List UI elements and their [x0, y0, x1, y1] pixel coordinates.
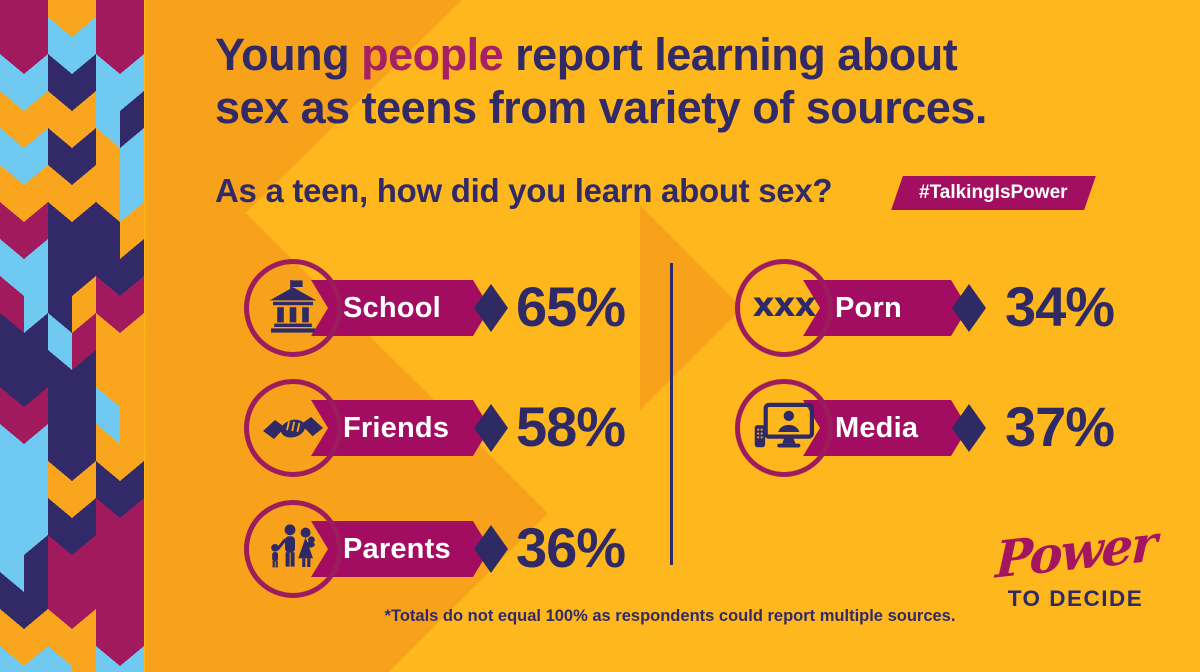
parents-circle [244, 500, 342, 598]
title-line-2: sex as teens from variety of sources. [215, 82, 987, 133]
porn-label: Porn [835, 291, 902, 324]
logo-power-script: Power [994, 513, 1157, 590]
logo-to-decide: TO DECIDE [1007, 586, 1144, 611]
school-percent: 65% [516, 275, 626, 338]
media-label: Media [835, 411, 919, 444]
porn-circle: xxx [735, 259, 833, 357]
page-title: Young people report learning about sex a… [215, 28, 1115, 134]
diamond-pointer-icon [474, 284, 508, 332]
parents-percent: 36% [516, 516, 626, 579]
family-icon [271, 524, 315, 568]
hashtag-badge-label: #TalkingIsPower [919, 182, 1068, 203]
title-highlight: people [361, 29, 504, 80]
footnote: *Totals do not equal 100% as respondents… [384, 607, 956, 625]
parents-banner: Parents [311, 521, 490, 577]
friends-label: Friends [343, 411, 450, 444]
handshake-icon [263, 417, 323, 439]
media-percent: 37% [1005, 395, 1115, 458]
diamond-pointer-icon [952, 284, 986, 332]
school-building-icon [269, 280, 317, 333]
stat-row-porn: Porn xxx 34% [735, 259, 1165, 357]
column-divider [670, 263, 673, 565]
hashtag-badge: #TalkingIsPower [891, 176, 1096, 210]
media-banner: Media [803, 400, 968, 456]
survey-question: As a teen, how did you learn about sex? [215, 172, 833, 209]
power-to-decide-logo: Power TO DECIDE [978, 513, 1173, 612]
diamond-pointer-icon [474, 525, 508, 573]
school-circle [244, 259, 342, 357]
media-circle [735, 379, 833, 477]
friends-circle [244, 379, 342, 477]
xxx-icon: xxx [752, 285, 817, 325]
stat-row-friends: Friends 58 [244, 379, 674, 477]
school-label: School [343, 291, 441, 324]
stat-row-school: School [244, 259, 674, 357]
media-screen-icon [754, 402, 815, 448]
title-line-1: Young people report learning about [215, 29, 958, 80]
stat-row-media: Media [735, 379, 1165, 477]
diamond-pointer-icon [952, 404, 986, 452]
diamond-pointer-icon [474, 404, 508, 452]
friends-percent: 58% [516, 395, 626, 458]
chevron-pattern-sidebar [0, 0, 144, 672]
parents-label: Parents [343, 532, 451, 565]
stat-row-parents: Parents [244, 500, 674, 598]
porn-percent: 34% [1005, 275, 1115, 338]
